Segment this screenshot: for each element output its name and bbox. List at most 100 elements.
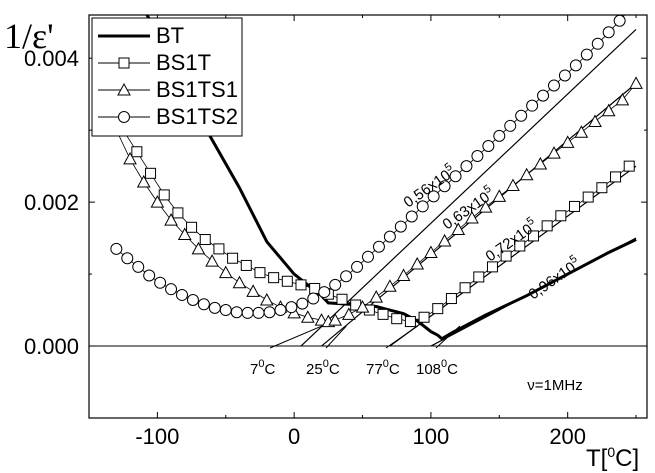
- bs1ts2-point: [548, 79, 560, 92]
- temp-degree: 0: [441, 358, 447, 370]
- bs1ts1-point: [506, 178, 520, 192]
- legend-marker: [118, 111, 130, 123]
- fit-line: [389, 165, 637, 347]
- bs1ts1-line: [116, 83, 637, 323]
- bs1t-point: [295, 279, 307, 291]
- series-bs1ts2: [110, 2, 636, 319]
- bs1ts2-point: [263, 306, 276, 319]
- temp-unit: C: [264, 361, 275, 378]
- bs1ts1-point: [629, 76, 643, 89]
- bs1ts2-point: [416, 200, 429, 213]
- bs1t-point: [500, 250, 512, 262]
- bs1ts1-point: [218, 265, 233, 279]
- bs1ts1-point: [588, 114, 602, 128]
- bs1ts2-point: [558, 69, 571, 82]
- x-axis-label: T[0C]: [586, 444, 639, 472]
- series-group: [104, 2, 643, 341]
- temperature-label: 1080C: [416, 358, 458, 378]
- bs1ts1-point: [177, 227, 192, 240]
- bs1ts1-point: [383, 279, 397, 292]
- y-tick-label: 0.002: [24, 190, 79, 215]
- bs1ts2-point: [274, 304, 287, 317]
- temp-degree: 0: [383, 358, 389, 370]
- bs1t-point: [596, 182, 608, 194]
- bs1ts2-point: [625, 2, 636, 13]
- axes: [88, 14, 648, 419]
- bs1ts1-point: [164, 213, 178, 226]
- legend-label: BS1TS2: [156, 104, 238, 129]
- bs1t-point: [432, 303, 444, 315]
- bs1t-point: [555, 210, 567, 222]
- bs1ts2-point: [186, 293, 199, 306]
- bs1t-point: [268, 272, 280, 284]
- bs1ts2-point: [230, 306, 243, 319]
- x-label-degree: 0: [607, 444, 615, 460]
- x-label-unit: C]: [615, 445, 639, 472]
- bs1t-point: [514, 240, 526, 252]
- temp-unit: C: [329, 361, 340, 378]
- bs1ts2-point: [208, 301, 221, 314]
- bs1ts2-point: [372, 240, 385, 253]
- bs1ts2-point: [383, 230, 396, 243]
- bs1ts1-point: [574, 125, 589, 138]
- series-bt: [145, 15, 637, 341]
- bs1ts2-point: [569, 59, 582, 72]
- legend-label: BS1T: [156, 50, 211, 75]
- bs1ts1-point: [328, 313, 343, 326]
- bs1t-point: [610, 171, 622, 183]
- bs1t-point: [227, 252, 239, 264]
- bs1t-point: [172, 207, 184, 219]
- bs1ts2-point: [362, 250, 374, 263]
- bs1ts1-point: [437, 233, 452, 247]
- temperature-label: 250C: [306, 358, 340, 378]
- bs1ts2-point: [241, 306, 254, 319]
- bs1ts2-point: [176, 288, 188, 301]
- bs1ts2-point: [613, 15, 626, 27]
- bs1ts1-point: [533, 156, 548, 170]
- bs1t-point: [145, 167, 157, 179]
- bs1ts1-point: [369, 290, 384, 303]
- bs1ts2-point: [449, 170, 462, 183]
- x-tick-label: 0: [288, 424, 300, 449]
- bs1ts2-point: [110, 242, 123, 255]
- slope-exponent: 5: [525, 215, 537, 228]
- bs1t-point: [336, 293, 348, 305]
- pointer-line: [325, 325, 347, 349]
- y-tick-label: 0.000: [24, 334, 79, 359]
- bs1t-point: [582, 191, 594, 203]
- bs1ts2-point: [340, 270, 353, 283]
- bs1t-point: [541, 220, 553, 232]
- bs1ts1-point: [492, 189, 507, 202]
- bs1t-point: [404, 316, 416, 328]
- bs1t-point: [240, 259, 252, 271]
- bs1ts2-point: [504, 119, 517, 132]
- legend-box: [91, 17, 243, 137]
- bs1t-point: [459, 282, 471, 294]
- x-tick-label: -100: [135, 424, 179, 449]
- bs1ts2-point: [132, 260, 145, 273]
- x-tick-label: 200: [549, 424, 586, 449]
- plot-frame: [88, 14, 648, 419]
- slope-exponent: 5: [482, 183, 494, 196]
- bs1ts2-point: [296, 297, 309, 310]
- bs1ts1-point: [601, 103, 616, 117]
- bs1ts2-point: [318, 286, 331, 299]
- bs1t-point: [418, 311, 430, 323]
- bs1t-point: [281, 275, 293, 287]
- pointer-line: [385, 325, 418, 349]
- slope-exponent: 5: [443, 161, 455, 174]
- bs1t-point: [623, 160, 635, 172]
- bs1ts2-point: [591, 37, 604, 50]
- bs1t-point: [486, 261, 498, 273]
- bs1ts2-point: [438, 180, 451, 193]
- bs1ts2-point: [121, 252, 134, 265]
- bs1ts2-point: [351, 260, 364, 273]
- series-bs1ts1: [109, 76, 643, 328]
- bs1t-point: [445, 293, 457, 305]
- bs1ts2-point: [154, 276, 167, 289]
- bs1ts1-point: [123, 151, 137, 165]
- bs1ts1-point: [410, 256, 425, 270]
- bs1t-point: [254, 267, 266, 279]
- bs1ts2-point: [427, 190, 440, 203]
